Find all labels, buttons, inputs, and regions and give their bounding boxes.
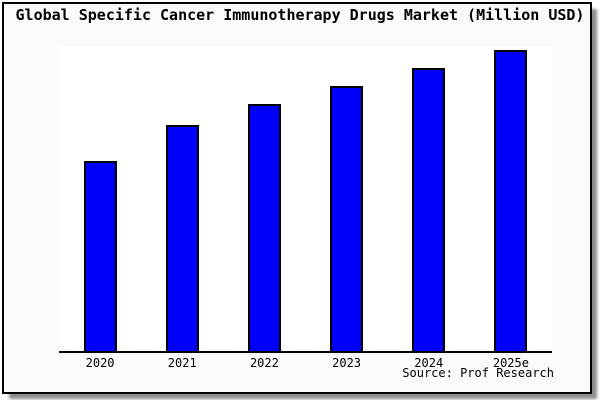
bar-2025e [494,50,528,351]
bar-2020 [83,161,117,351]
x-tick-label-2022: 2022 [249,356,279,370]
x-tick-label-2025e: 2025e [492,356,529,370]
chart-title: Global Specific Cancer Immunotherapy Dru… [15,6,585,24]
plot-area [59,47,552,353]
source-label: Source: Prof Research [402,366,554,380]
x-tick-label-2021: 2021 [167,356,197,370]
bar-2021 [165,125,199,351]
x-tick-label-2023: 2023 [332,356,362,370]
x-tick-label-2020: 2020 [85,356,115,370]
bar-2024 [412,68,446,351]
x-tick-label-2024: 2024 [414,356,444,370]
bar-2023 [330,86,364,351]
bar-2022 [247,104,281,351]
